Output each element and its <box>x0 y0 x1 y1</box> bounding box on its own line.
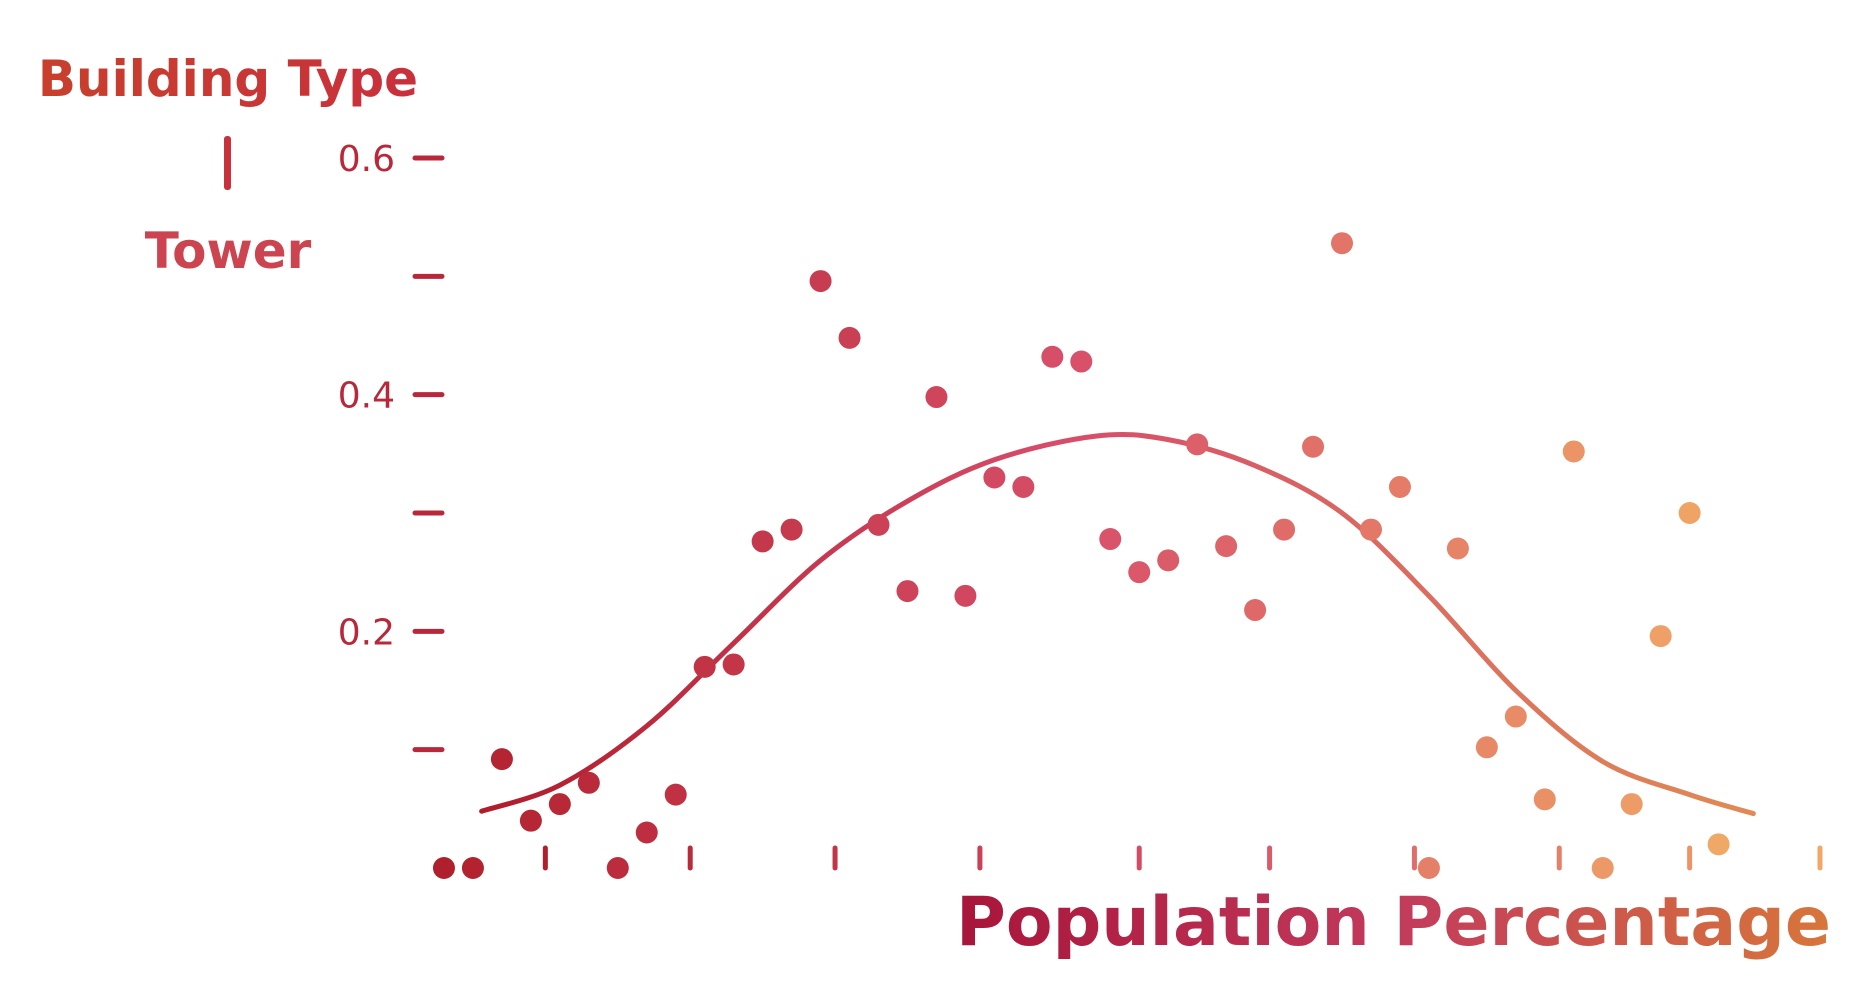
data-point <box>1359 518 1382 541</box>
data-point <box>519 809 542 832</box>
data-point <box>1417 857 1440 879</box>
data-point <box>1504 705 1527 728</box>
data-point <box>1620 793 1643 816</box>
data-point <box>1128 561 1151 584</box>
data-point <box>722 653 745 676</box>
y-tick-label: 0.4 <box>338 376 395 417</box>
trend-line <box>479 431 1756 817</box>
data-point <box>1302 435 1325 458</box>
y-axis-title-divider <box>224 136 231 190</box>
data-point <box>606 857 629 879</box>
data-point <box>925 386 948 409</box>
data-point <box>1215 535 1238 558</box>
data-point <box>954 584 977 607</box>
data-point <box>838 326 861 349</box>
y-ticks <box>412 155 445 753</box>
data-point <box>577 771 600 794</box>
data-point <box>1707 833 1730 856</box>
data-point <box>1533 788 1556 811</box>
data-point <box>751 530 774 553</box>
y-axis-subtitle: Tower <box>145 222 312 280</box>
data-point <box>693 655 716 678</box>
data-point <box>1012 475 1035 498</box>
data-point <box>1446 537 1469 560</box>
data-points <box>432 232 1730 879</box>
data-point <box>548 793 571 816</box>
y-tick-label: 0.2 <box>338 612 395 653</box>
y-axis-title: Building Type <box>38 50 418 108</box>
data-point <box>896 580 919 603</box>
data-point <box>1331 232 1354 255</box>
x-axis-title: Population Percentage <box>956 883 1831 962</box>
data-point <box>1070 350 1093 373</box>
data-point <box>1475 736 1498 759</box>
data-point <box>1244 599 1267 622</box>
data-point <box>635 821 658 844</box>
y-tick-label: 0.6 <box>338 139 395 180</box>
data-point <box>490 748 513 771</box>
y-tick-labels: 0.2 0.4 0.6 <box>338 139 395 653</box>
data-point <box>1678 502 1701 524</box>
data-point <box>461 857 484 879</box>
data-point <box>983 466 1006 489</box>
data-point <box>780 518 803 541</box>
data-point <box>1041 345 1064 368</box>
data-point <box>1649 625 1672 648</box>
data-point <box>432 857 455 879</box>
data-point <box>809 270 832 293</box>
data-point <box>1099 528 1122 551</box>
data-point <box>1157 549 1180 572</box>
data-point <box>1562 440 1585 463</box>
x-ticks <box>542 845 1823 871</box>
data-point <box>1388 475 1411 498</box>
data-point <box>1186 433 1209 456</box>
data-point <box>1273 518 1296 541</box>
data-point <box>664 783 687 806</box>
data-point <box>867 513 890 536</box>
data-point <box>1591 857 1614 879</box>
